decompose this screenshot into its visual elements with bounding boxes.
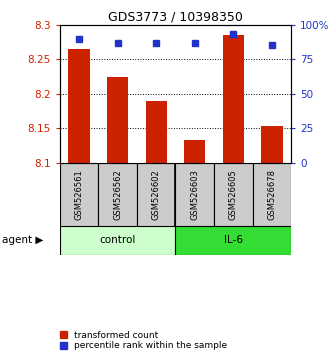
Title: GDS3773 / 10398350: GDS3773 / 10398350	[108, 11, 243, 24]
Bar	[261, 126, 283, 163]
Bar	[175, 163, 214, 226]
Text: control: control	[99, 235, 136, 245]
Bar	[107, 76, 128, 163]
Bar	[214, 163, 253, 226]
Text: GSM526603: GSM526603	[190, 169, 199, 220]
Text: GSM526602: GSM526602	[152, 169, 161, 220]
Bar	[184, 140, 205, 163]
Text: GSM526562: GSM526562	[113, 169, 122, 220]
Bar	[223, 35, 244, 163]
Bar	[137, 163, 175, 226]
Text: agent ▶: agent ▶	[2, 235, 43, 245]
Text: GSM526605: GSM526605	[229, 169, 238, 220]
Bar	[146, 101, 167, 163]
Bar	[60, 163, 98, 226]
Bar	[175, 226, 291, 255]
Text: IL-6: IL-6	[224, 235, 243, 245]
Bar	[253, 163, 291, 226]
Bar	[98, 163, 137, 226]
Bar	[60, 226, 175, 255]
Bar	[68, 49, 89, 163]
Text: GSM526678: GSM526678	[267, 169, 276, 220]
Legend: transformed count, percentile rank within the sample: transformed count, percentile rank withi…	[60, 331, 227, 350]
Text: GSM526561: GSM526561	[74, 169, 83, 220]
